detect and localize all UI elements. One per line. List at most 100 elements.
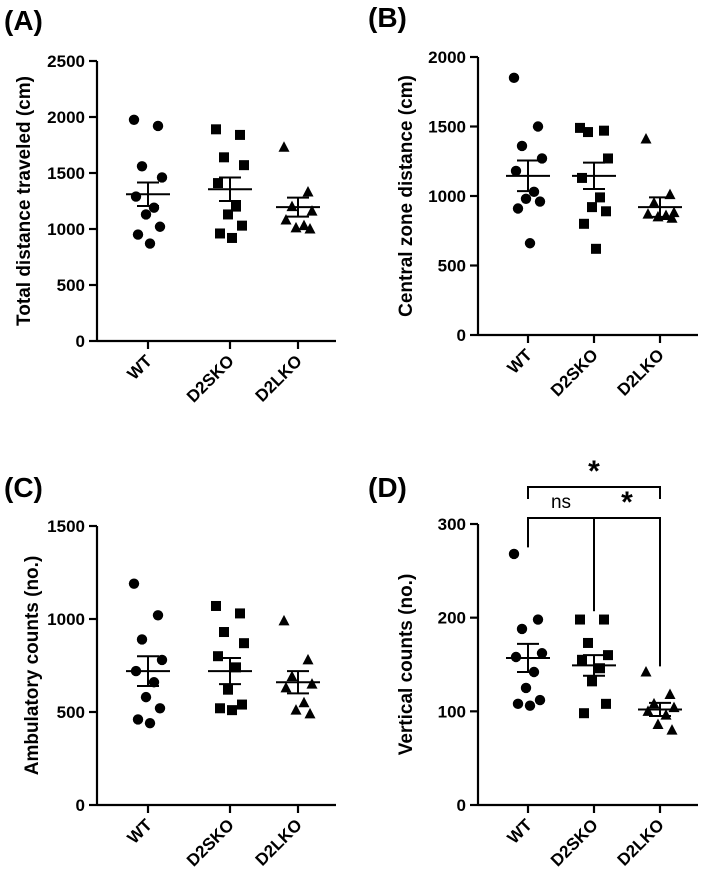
y-tick-label: 500	[438, 257, 466, 276]
data-point	[664, 688, 676, 699]
data-point	[219, 152, 229, 163]
data-point	[642, 705, 654, 716]
data-point	[286, 670, 298, 682]
x-category-label: WT	[124, 351, 157, 384]
data-point	[211, 124, 221, 135]
data-point	[235, 608, 245, 619]
data-point	[211, 600, 221, 611]
data-point	[508, 548, 520, 560]
x-category-label: D2SKO	[547, 345, 602, 400]
data-point	[128, 578, 140, 589]
data-point	[239, 160, 249, 171]
data-point	[231, 201, 241, 212]
x-category-label: WT	[124, 815, 157, 848]
data-point	[575, 614, 585, 625]
data-point	[579, 708, 589, 719]
y-tick-label: 200	[438, 609, 466, 628]
data-point	[235, 129, 245, 140]
data-point	[140, 209, 152, 220]
data-point	[298, 219, 310, 231]
x-category-label: D2SKO	[547, 815, 602, 870]
data-point	[603, 650, 613, 661]
data-point	[278, 614, 290, 626]
x-category-label: D2LKO	[614, 815, 668, 869]
significance-label: *	[588, 455, 600, 488]
data-point	[298, 696, 310, 708]
data-point	[520, 193, 532, 204]
data-point	[144, 238, 156, 249]
y-tick-label: 500	[57, 703, 85, 722]
data-point	[148, 202, 160, 213]
data-point	[239, 638, 249, 649]
data-point	[156, 654, 168, 666]
data-point	[154, 703, 166, 714]
data-point	[227, 232, 237, 243]
data-point	[666, 724, 678, 735]
data-point	[130, 191, 142, 202]
data-point	[599, 125, 609, 136]
data-point	[154, 221, 166, 232]
data-point	[603, 153, 613, 164]
panel-label: (A)	[4, 5, 43, 36]
data-point	[223, 684, 233, 695]
data-point	[583, 637, 593, 648]
y-tick-label: 0	[457, 796, 466, 815]
data-point	[136, 161, 148, 172]
data-point	[595, 663, 605, 674]
data-point	[148, 677, 160, 688]
data-point	[601, 206, 611, 217]
data-point	[648, 196, 660, 208]
y-tick-label: 0	[457, 326, 466, 345]
data-point	[278, 141, 290, 152]
data-point	[156, 172, 168, 183]
data-point	[577, 172, 587, 183]
significance-label: *	[621, 486, 633, 519]
data-point	[601, 698, 611, 709]
data-point	[520, 682, 532, 694]
y-tick-label: 1500	[428, 118, 466, 137]
data-point	[595, 192, 605, 203]
y-axis-title: Total distance traveled (cm)	[14, 76, 35, 326]
data-point	[237, 220, 247, 231]
data-point	[302, 653, 314, 665]
data-point	[144, 717, 156, 729]
data-point	[304, 223, 316, 234]
data-point	[652, 718, 664, 729]
data-point	[640, 133, 652, 144]
x-category-label: D2SKO	[183, 815, 238, 870]
data-point	[575, 122, 585, 133]
x-category-label: WT	[504, 345, 537, 378]
data-point	[510, 165, 522, 177]
panel-1: (B) Central zone distance (cm) 0 500 1000 150…	[368, 2, 698, 400]
significance-bracket	[593, 517, 661, 667]
data-point	[213, 651, 223, 662]
data-point	[227, 705, 237, 716]
data-point	[140, 691, 152, 703]
data-point	[286, 200, 298, 212]
data-point	[577, 654, 587, 665]
data-point	[666, 212, 678, 223]
data-point	[534, 694, 546, 706]
data-point	[231, 662, 241, 673]
data-point	[152, 120, 164, 132]
data-point	[215, 228, 225, 239]
significance-bracket	[527, 486, 661, 499]
data-point	[532, 614, 544, 625]
data-point	[508, 72, 520, 84]
data-point	[128, 114, 140, 126]
y-tick-label: 2000	[47, 108, 85, 127]
x-category-label: D2SKO	[183, 351, 238, 406]
data-point	[132, 229, 144, 240]
y-axis-title: Central zone distance (cm)	[396, 75, 417, 317]
panel-label: (C)	[4, 472, 43, 503]
data-point	[587, 676, 597, 687]
data-point	[668, 206, 680, 218]
y-axis-title: Vertical counts (no.)	[396, 574, 417, 756]
data-point	[512, 698, 524, 710]
y-tick-label: 1000	[47, 220, 85, 239]
panel-label: (D)	[368, 472, 407, 503]
significance-bracket	[527, 517, 595, 612]
data-point	[512, 203, 524, 214]
